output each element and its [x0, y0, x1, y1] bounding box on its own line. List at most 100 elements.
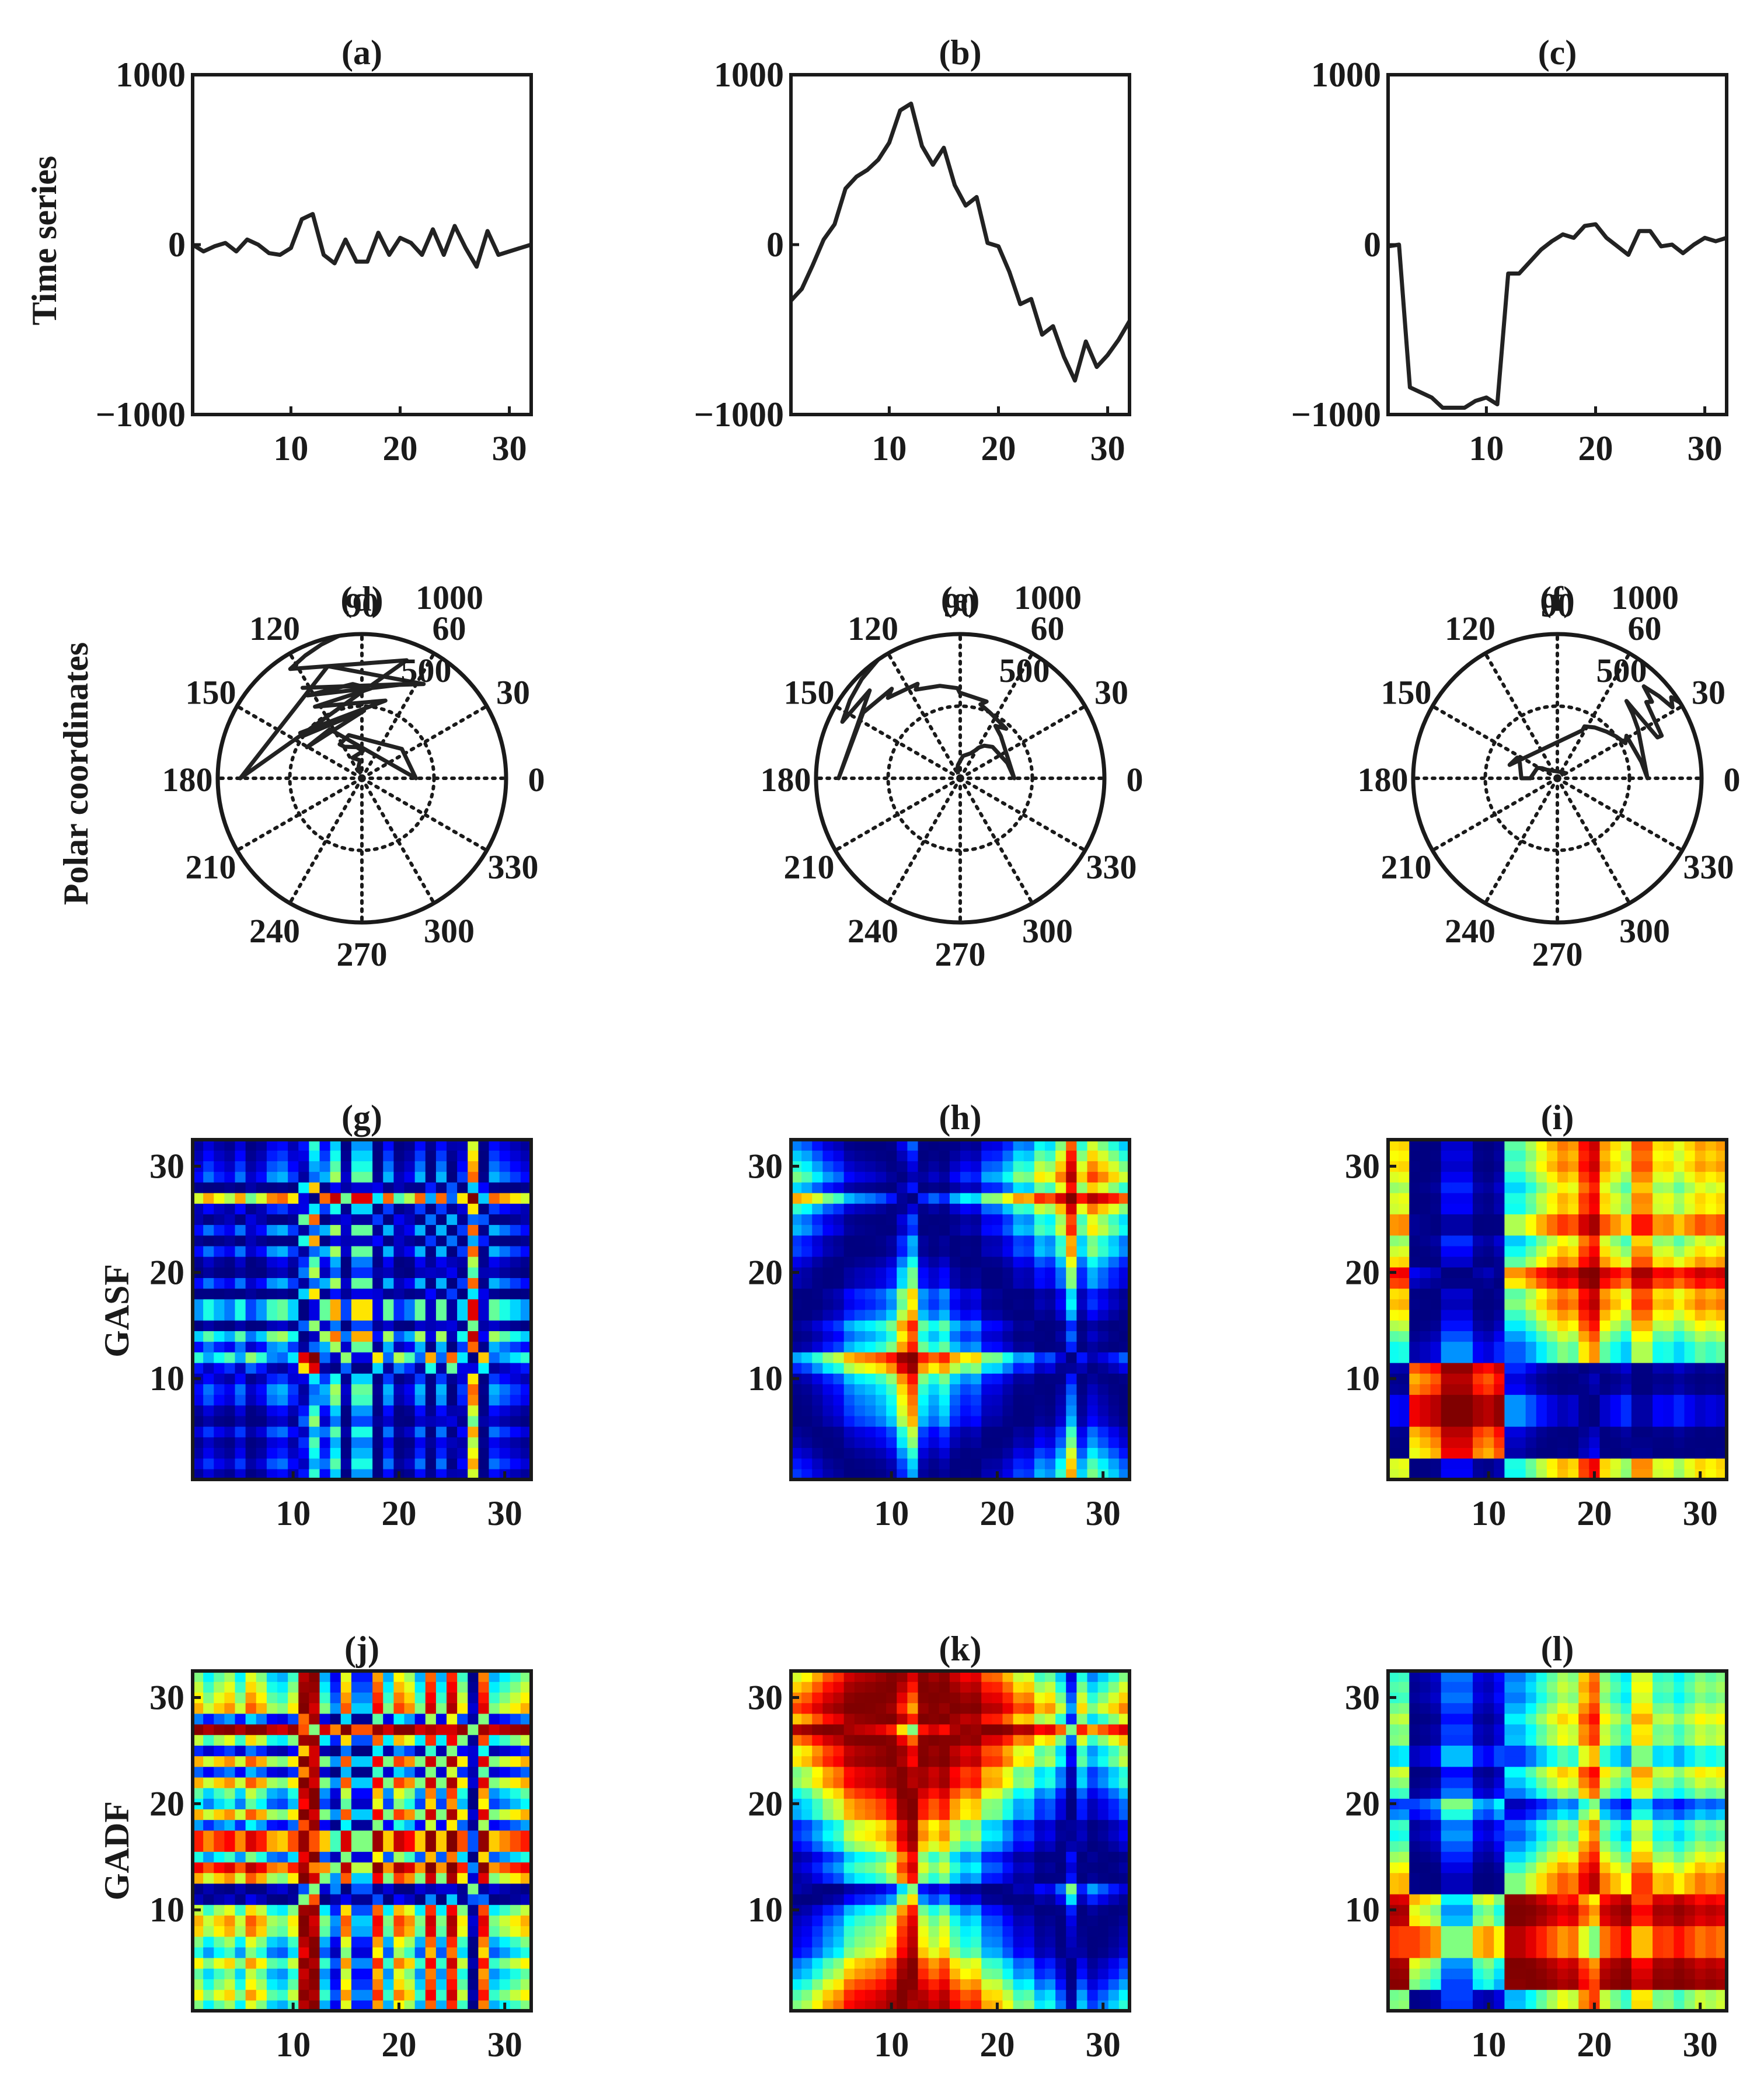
heatmap-cell — [981, 1267, 992, 1279]
heatmap-cell — [478, 1692, 490, 1704]
heatmap-cell — [981, 1192, 992, 1204]
heatmap-cell — [897, 1310, 908, 1321]
heatmap-cell — [1515, 1384, 1526, 1395]
heatmap-cell — [245, 1224, 257, 1236]
heatmap-cell — [309, 1310, 320, 1321]
heatmap-cell — [1023, 1936, 1035, 1948]
heatmap-cell — [1108, 1298, 1120, 1310]
heatmap-cell — [510, 1756, 521, 1767]
heatmap-cell — [245, 1692, 257, 1704]
heatmap-cell — [1515, 1182, 1526, 1193]
heatmap-cell — [383, 2000, 394, 2011]
heatmap-cell — [833, 1235, 845, 1247]
heatmap-cell — [245, 1235, 257, 1247]
heatmap-cell — [1441, 1171, 1452, 1183]
heatmap-cell — [1066, 1171, 1077, 1183]
heatmap-cell — [193, 1277, 204, 1289]
heatmap-cell — [822, 1394, 834, 1406]
heatmap-cell — [277, 1947, 288, 1958]
heatmap-cell — [1684, 1267, 1696, 1279]
heatmap-cell — [1034, 1331, 1045, 1342]
heatmap-cell — [1663, 1256, 1674, 1268]
heatmap-cell — [949, 1936, 961, 1948]
heatmap-cell — [981, 1958, 992, 1969]
heatmap-cell — [510, 1384, 521, 1395]
heatmap-cell — [414, 1692, 426, 1704]
heatmap-cell — [949, 1373, 961, 1384]
heatmap-cell — [435, 1724, 447, 1735]
heatmap-cell — [1087, 1310, 1099, 1321]
heatmap-cell — [510, 1224, 521, 1236]
heatmap-cell — [1674, 1331, 1685, 1342]
heatmap-cell — [1451, 1224, 1463, 1236]
heatmap-cell — [1430, 1214, 1442, 1225]
heatmap-cell — [330, 1777, 341, 1788]
heatmap-cell — [1599, 1235, 1611, 1247]
heatmap-cell — [843, 2000, 855, 2011]
heatmap-cell — [478, 1310, 490, 1321]
heatmap-cell — [435, 1171, 447, 1183]
heatmap-cell — [351, 1224, 362, 1236]
heatmap-cell — [971, 1883, 982, 1895]
heatmap-cell — [520, 1936, 532, 1948]
heatmap-cell — [1045, 1192, 1056, 1204]
heatmap-cell — [1055, 1936, 1066, 1948]
heatmap-cell — [864, 1958, 876, 1969]
heatmap-cell — [340, 1671, 352, 1682]
heatmap-cell — [425, 1447, 437, 1459]
heatmap-cell — [971, 1214, 982, 1225]
heatmap-cell — [435, 1915, 447, 1927]
heatmap-cell — [1716, 1362, 1727, 1374]
heatmap-cell — [203, 1267, 214, 1279]
heatmap-cell — [214, 1426, 225, 1437]
heatmap-cell — [489, 1288, 500, 1300]
heatmap-cell — [886, 1968, 897, 1980]
heatmap-cell — [918, 1415, 929, 1427]
heatmap-cell — [854, 1915, 866, 1927]
heatmap-cell — [277, 1341, 288, 1353]
heatmap-cell — [510, 1915, 521, 1927]
heatmap-cell — [214, 1735, 225, 1746]
heatmap-cell — [457, 1766, 468, 1778]
heatmap-cell — [1097, 1171, 1109, 1183]
heatmap-cell — [489, 1819, 500, 1831]
heatmap-cell — [801, 1384, 813, 1395]
heatmap-cell — [1118, 1192, 1130, 1204]
heatmap-cell — [266, 1256, 278, 1268]
heatmap-cell — [425, 1235, 437, 1247]
heatmap-cell — [1610, 1256, 1622, 1268]
heatmap-cell — [897, 1235, 908, 1247]
heatmap-cell — [1087, 1203, 1099, 1214]
heatmap-cell — [520, 1171, 532, 1183]
heatmap-cell — [447, 1702, 458, 1714]
heatmap-cell — [1525, 1192, 1537, 1204]
heatmap-cell — [414, 1798, 426, 1810]
heatmap-cell — [383, 1277, 394, 1289]
heatmap-cell — [886, 1809, 897, 1820]
heatmap-cell — [928, 1415, 940, 1427]
polar-angle-label: 270 — [1532, 935, 1583, 973]
heatmap-cell — [1420, 1224, 1431, 1236]
heatmap-cell — [960, 1809, 971, 1820]
heatmap-cell — [1066, 1437, 1077, 1449]
heatmap-cell — [1695, 1447, 1706, 1459]
heatmap-cell — [372, 1214, 384, 1225]
heatmap-cell — [277, 1862, 288, 1874]
heatmap-cell — [1002, 1310, 1014, 1321]
heatmap-cell — [319, 1352, 331, 1363]
heatmap-cell — [907, 1926, 919, 1937]
heatmap-cell — [1684, 1468, 1696, 1480]
heatmap-cell — [960, 1171, 971, 1183]
heatmap-cell — [1695, 1224, 1706, 1236]
heatmap-cell — [1716, 1415, 1727, 1427]
heatmap-cell — [864, 1341, 876, 1353]
heatmap-cell — [447, 1926, 458, 1937]
heatmap-cell — [907, 1915, 919, 1927]
heatmap-cell — [1045, 1245, 1056, 1257]
heatmap-cell — [843, 1841, 855, 1852]
heatmap-cell — [791, 1468, 802, 1480]
heatmap-cell — [1620, 1182, 1632, 1193]
heatmap-cell — [425, 1979, 437, 1990]
heatmap-cell — [1045, 1989, 1056, 2001]
heatmap-cell — [288, 1766, 299, 1778]
